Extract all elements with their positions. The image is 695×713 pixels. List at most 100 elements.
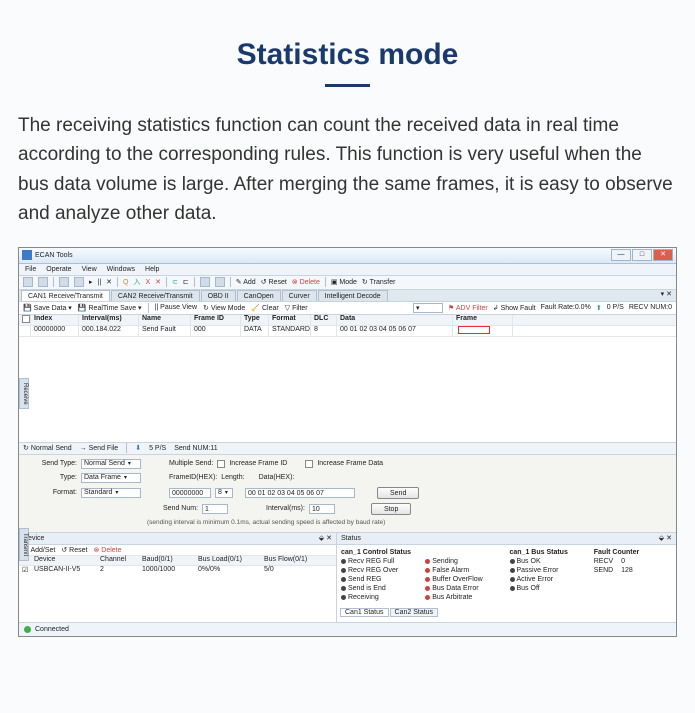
rt-save-button[interactable]: 💾 RealTime Save ▾	[78, 304, 142, 312]
tb-icon[interactable]	[59, 277, 69, 287]
title-underline	[325, 84, 370, 87]
adv-filter-button[interactable]: ⚑ ADV Filter	[448, 304, 488, 312]
data-label: Data(HEX):	[259, 474, 295, 481]
ps-label: 0 P/S	[607, 304, 624, 311]
fault-rate-label: Fault Rate:0.0%	[541, 304, 591, 311]
save-data-button[interactable]: 💾 Save Data ▾	[23, 304, 72, 312]
tab-can2[interactable]: CAN2 Receive/Transmit	[111, 290, 200, 301]
tab-obd[interactable]: OBD II	[201, 290, 236, 301]
menu-file[interactable]: File	[25, 266, 36, 273]
length-select[interactable]: 8	[215, 488, 233, 498]
menu-windows[interactable]: Windows	[107, 266, 135, 273]
device-panel: Device⬙ ✕ ✎ Add/Set ↺ Reset ⊗ Delete Dev…	[19, 533, 337, 623]
maximize-button[interactable]: □	[632, 249, 652, 261]
type-label: Type:	[27, 474, 77, 481]
side-tab-transmit[interactable]: Transmit	[19, 528, 29, 561]
clear-button[interactable]: 🧹 Clear	[251, 304, 278, 312]
tb-icon[interactable]	[74, 277, 84, 287]
tb-icon[interactable]	[215, 277, 225, 287]
menu-help[interactable]: Help	[145, 266, 159, 273]
sendtype-select[interactable]: Normal Send	[81, 459, 141, 469]
pause-view-button[interactable]: || Pause View	[155, 304, 197, 311]
select-all-checkbox[interactable]	[22, 315, 30, 323]
app-screenshot: ECAN Tools — □ ✕ File Operate View Windo…	[18, 247, 677, 637]
page-title: Statistics mode	[18, 38, 677, 72]
interval-input[interactable]: 10	[309, 504, 335, 514]
minimize-button[interactable]: —	[611, 249, 631, 261]
close-button[interactable]: ✕	[653, 249, 673, 261]
interval-label: Interval(ms):	[266, 505, 305, 512]
inc-id-checkbox[interactable]	[217, 460, 225, 468]
tab-can1[interactable]: CAN1 Receive/Transmit	[21, 290, 110, 301]
table-row[interactable]: 00000000 000.184.022 Send Fault 000 DATA…	[19, 326, 676, 337]
col-index[interactable]: Index	[31, 315, 79, 325]
length-label: Length:	[221, 474, 244, 481]
format-select[interactable]: Standard	[81, 488, 141, 498]
stop-button[interactable]: Stop	[371, 503, 411, 515]
send-button[interactable]: Send	[377, 487, 419, 499]
tb-icon[interactable]	[23, 277, 33, 287]
send-tabs: ↻ Normal Send → Send File ⬇ 5 P/S Send N…	[19, 443, 676, 455]
tab-normal-send[interactable]: ↻ Normal Send	[23, 444, 72, 452]
page-description: The receiving statistics function can co…	[18, 111, 677, 229]
col-name[interactable]: Name	[139, 315, 191, 325]
side-tab-receive[interactable]: Receive	[19, 378, 29, 410]
recv-num-label: RECV NUM:0	[629, 304, 672, 311]
tb-icon[interactable]	[38, 277, 48, 287]
menu-bar: File Operate View Windows Help	[19, 264, 676, 276]
send-panel: Send Type: Normal Send Multiple Send: In…	[19, 455, 676, 533]
tab-send-file[interactable]: → Send File	[80, 445, 119, 452]
data-grid: Index Interval(ms) Name Frame ID Type Fo…	[19, 315, 676, 443]
frame-highlight	[458, 326, 490, 334]
frameid-input[interactable]: 00000000	[169, 488, 211, 498]
tab-curver[interactable]: Curver	[282, 290, 317, 301]
view-mode-button[interactable]: ↻ View Mode	[203, 304, 245, 312]
tab-canopen[interactable]: CanOpen	[237, 290, 281, 301]
mode-button[interactable]: ▣ Mode	[331, 278, 357, 286]
show-fault-button[interactable]: ↲ Show Fault	[493, 304, 536, 312]
dev-delete-button[interactable]: ⊗ Delete	[93, 546, 121, 554]
col-format[interactable]: Format	[269, 315, 311, 325]
add-button[interactable]: ✎ Add	[236, 278, 256, 286]
device-row[interactable]: ☑ USBCAN-II-V5 2 1000/1000 0%/0% 5/0	[19, 566, 336, 576]
connected-label: Connected	[35, 626, 69, 633]
data-input[interactable]: 00 01 02 03 04 05 06 07	[245, 488, 355, 498]
app-icon	[22, 250, 32, 260]
main-toolbar: ▸||✕ Q入X✕ ⊂⊏ ✎ Add ↺ Reset ⊗ Delete ▣ Mo…	[19, 276, 676, 290]
status-tab-can2[interactable]: Can2 Status	[390, 608, 439, 617]
status-panel: Status⬙ ✕ can_1 Control Status Recv REG …	[337, 533, 676, 623]
send-num-label: Send NUM:11	[174, 445, 217, 452]
type-select[interactable]: Data Frame	[81, 473, 141, 483]
sendnum-input[interactable]: 1	[202, 504, 228, 514]
window-titlebar: ECAN Tools — □ ✕	[19, 248, 676, 264]
delete-button[interactable]: ⊗ Delete	[292, 278, 320, 286]
transfer-button[interactable]: ↻ Transfer	[362, 278, 396, 286]
filter-button[interactable]: ▽ Filter	[285, 304, 308, 312]
reset-button[interactable]: ↺ Reset	[261, 278, 287, 286]
col-interval[interactable]: Interval(ms)	[79, 315, 139, 325]
device-pin-icon[interactable]: ⬙ ✕	[319, 534, 332, 542]
app-title: ECAN Tools	[35, 252, 73, 259]
col-frameid[interactable]: Frame ID	[191, 315, 241, 325]
multi-send-label: Multiple Send:	[169, 460, 213, 467]
tabs-close[interactable]: ▾ ✕	[657, 290, 676, 301]
col-dlc[interactable]: DLC	[311, 315, 337, 325]
frameid-label: FrameID(HEX):	[169, 474, 217, 481]
menu-view[interactable]: View	[82, 266, 97, 273]
tb-icon[interactable]	[200, 277, 210, 287]
dev-reset-button[interactable]: ↺ Reset	[61, 546, 87, 554]
tab-intelligent[interactable]: Intelligent Decode	[318, 290, 388, 301]
col-type[interactable]: Type	[241, 315, 269, 325]
col-frame[interactable]: Frame	[453, 315, 513, 325]
menu-operate[interactable]: Operate	[46, 266, 71, 273]
status-tab-can1[interactable]: Can1 Status	[340, 608, 389, 617]
filter-field[interactable]: ▾	[413, 303, 443, 313]
sub-toolbar: 💾 Save Data ▾ 💾 RealTime Save ▾ || Pause…	[19, 302, 676, 315]
send-note: (sending interval is minimum 0.1ms, actu…	[147, 519, 668, 526]
status-pin-icon[interactable]: ⬙ ✕	[659, 534, 672, 542]
col-data[interactable]: Data	[337, 315, 453, 325]
connected-icon	[24, 626, 31, 633]
status-title: Status	[341, 535, 361, 542]
inc-data-checkbox[interactable]	[305, 460, 313, 468]
status-bar: Connected	[19, 622, 676, 636]
